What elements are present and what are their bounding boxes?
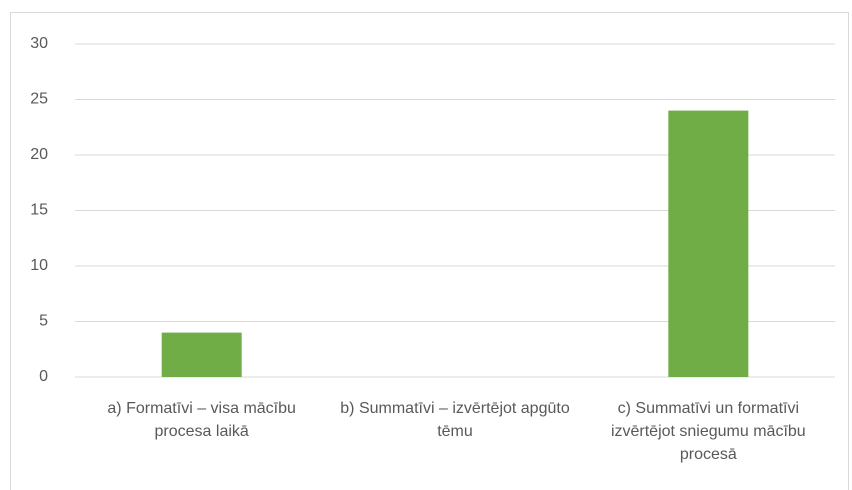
y-tick-label: 25 — [30, 91, 48, 108]
x-tick-label: c) Summatīvi un formatīvi izvērtējot sni… — [610, 400, 806, 463]
y-tick-label: 15 — [30, 202, 48, 219]
y-tick-label: 20 — [30, 146, 48, 163]
y-tick-label: 0 — [39, 368, 48, 385]
y-tick-label: 10 — [30, 257, 48, 274]
y-tick-label: 5 — [39, 313, 48, 330]
bar — [668, 110, 749, 377]
x-tick-label: a) Formatīvi – visa mācību procesa laikā — [107, 400, 296, 440]
chart-frame — [10, 12, 849, 490]
y-tick-label: 30 — [30, 35, 48, 52]
bar — [161, 332, 242, 377]
x-tick-label: b) Summatīvi – izvērtējot apgūto tēmu — [340, 400, 570, 440]
